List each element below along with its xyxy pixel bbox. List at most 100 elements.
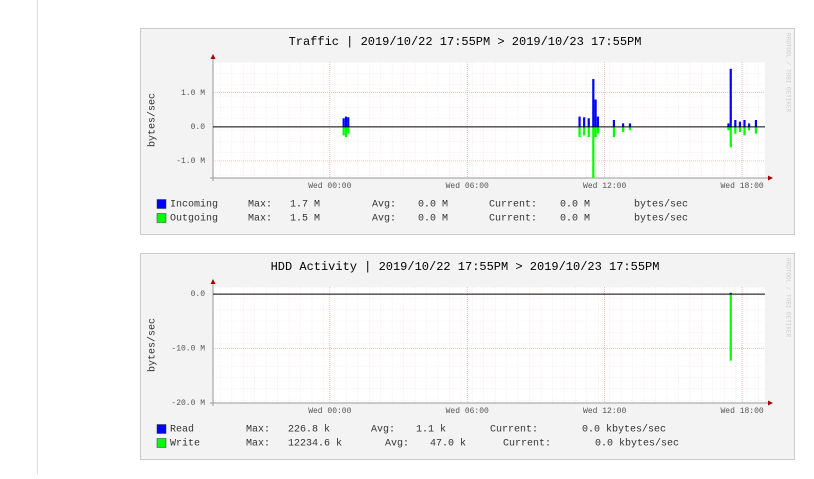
bar — [743, 126, 746, 136]
bar — [342, 118, 345, 127]
legend-stat: 47.0 k — [430, 438, 466, 450]
bar — [754, 120, 758, 127]
legend-stat: 1.1 k — [416, 424, 446, 436]
legend-stat: 0.0 M — [418, 200, 448, 211]
legend-stat: 1.5 M — [290, 214, 320, 225]
legend-swatch — [156, 199, 167, 209]
bar — [754, 126, 758, 134]
bar — [727, 126, 730, 131]
bar — [347, 117, 350, 127]
y-axis-label: bytes/sec — [147, 318, 159, 372]
bar — [621, 123, 625, 127]
bar — [734, 120, 737, 127]
minor-grid — [213, 287, 765, 403]
bar — [729, 292, 732, 295]
y-tick-label: -1.0 M — [176, 157, 205, 166]
watermark: RRDTOOL / TOBI OETIKER — [784, 258, 791, 338]
legend-label: Read — [170, 424, 194, 436]
legend-swatch — [156, 438, 167, 448]
bar — [594, 126, 597, 138]
chart: HDD Activity | 2019/10/22 17:55PM > 2019… — [140, 253, 795, 460]
legend-stat: Avg: — [372, 200, 396, 211]
chart-title: HDD Activity | 2019/10/22 17:55PM > 2019… — [271, 260, 660, 274]
legend-stat: Current: — [490, 425, 538, 436]
minor-grid — [213, 62, 765, 178]
legend-stat: 1.7 M — [290, 200, 320, 211]
bar — [347, 126, 350, 134]
bar — [743, 120, 746, 127]
legend-stat: Current: — [489, 214, 537, 225]
legend-stat: Avg: — [371, 425, 395, 436]
bar — [738, 121, 742, 127]
axis-arrow — [210, 279, 216, 284]
bar — [594, 99, 597, 127]
x-tick-label: Wed 06:00 — [446, 407, 489, 416]
legend-label: Outgoing — [170, 213, 218, 225]
legend-stat: bytes/sec — [634, 213, 688, 225]
legend-stat: Avg: — [385, 439, 409, 450]
bar — [342, 126, 345, 136]
bar — [592, 79, 595, 127]
axis-arrow — [210, 54, 216, 59]
bar — [612, 126, 616, 138]
legend-stat: 12234.6 k — [288, 438, 342, 450]
legend-stat: Max: — [246, 425, 270, 436]
bar — [344, 116, 348, 127]
bar — [578, 126, 581, 138]
y-axis-label: bytes/sec — [147, 93, 159, 147]
bar — [729, 68, 732, 127]
bar — [628, 123, 632, 127]
axis-arrow — [768, 175, 773, 181]
legend-stat: 0.0 M — [418, 214, 448, 225]
legend-stat: Max: — [248, 214, 272, 225]
bar — [738, 126, 742, 132]
legend-stat: Avg: — [372, 214, 396, 225]
watermark: RRDTOOL / TOBI OETIKER — [784, 33, 791, 113]
x-tick-label: Wed 18:00 — [720, 182, 763, 191]
x-tick-label: Wed 12:00 — [583, 182, 626, 191]
legend-label: Write — [170, 438, 200, 450]
legend-label: Incoming — [170, 199, 218, 211]
bar — [734, 126, 737, 134]
x-tick-label: Wed 00:00 — [308, 407, 351, 416]
y-tick-label: -20.0 M — [171, 399, 205, 408]
bar — [729, 126, 732, 148]
x-tick-label: Wed 06:00 — [446, 182, 489, 191]
y-tick-label: 1.0 M — [181, 89, 205, 98]
bar — [578, 116, 581, 127]
legend-stat: Current: — [503, 439, 551, 450]
x-tick-label: Wed 00:00 — [308, 182, 351, 191]
legend-stat: bytes/sec — [634, 199, 688, 211]
bar — [583, 117, 586, 127]
bar — [344, 126, 348, 138]
legend-stat: 0.0 kbytes/sec — [595, 438, 679, 450]
legend-stat: 0.0 M — [560, 200, 590, 211]
legend-swatch — [156, 424, 167, 434]
legend-swatch — [156, 213, 167, 223]
y-tick-label: 0.0 — [191, 290, 206, 299]
bar — [729, 294, 732, 361]
y-tick-label: 0.0 — [191, 123, 206, 132]
legend-stat: 226.8 k — [288, 424, 330, 436]
chart-title: Traffic | 2019/10/22 17:55PM > 2019/10/2… — [289, 35, 642, 49]
x-tick-label: Wed 12:00 — [583, 407, 626, 416]
legend-stat: 0.0 kbytes/sec — [582, 424, 666, 436]
bar — [583, 126, 586, 136]
legend-stat: Max: — [248, 200, 272, 211]
legend-stat: Current: — [489, 200, 537, 211]
x-tick-label: Wed 18:00 — [720, 407, 763, 416]
legend-stat: 0.0 M — [560, 214, 590, 225]
chart: Traffic | 2019/10/22 17:55PM > 2019/10/2… — [140, 28, 795, 235]
bar — [592, 126, 595, 178]
axis-arrow — [768, 400, 773, 406]
bar — [621, 126, 625, 132]
legend-stat: Max: — [246, 439, 270, 450]
bar — [747, 126, 751, 131]
bar — [747, 123, 751, 127]
y-tick-label: -10.0 M — [171, 345, 205, 354]
bar — [727, 123, 730, 127]
bar — [628, 126, 632, 131]
bar — [596, 126, 599, 134]
bar — [587, 118, 590, 127]
